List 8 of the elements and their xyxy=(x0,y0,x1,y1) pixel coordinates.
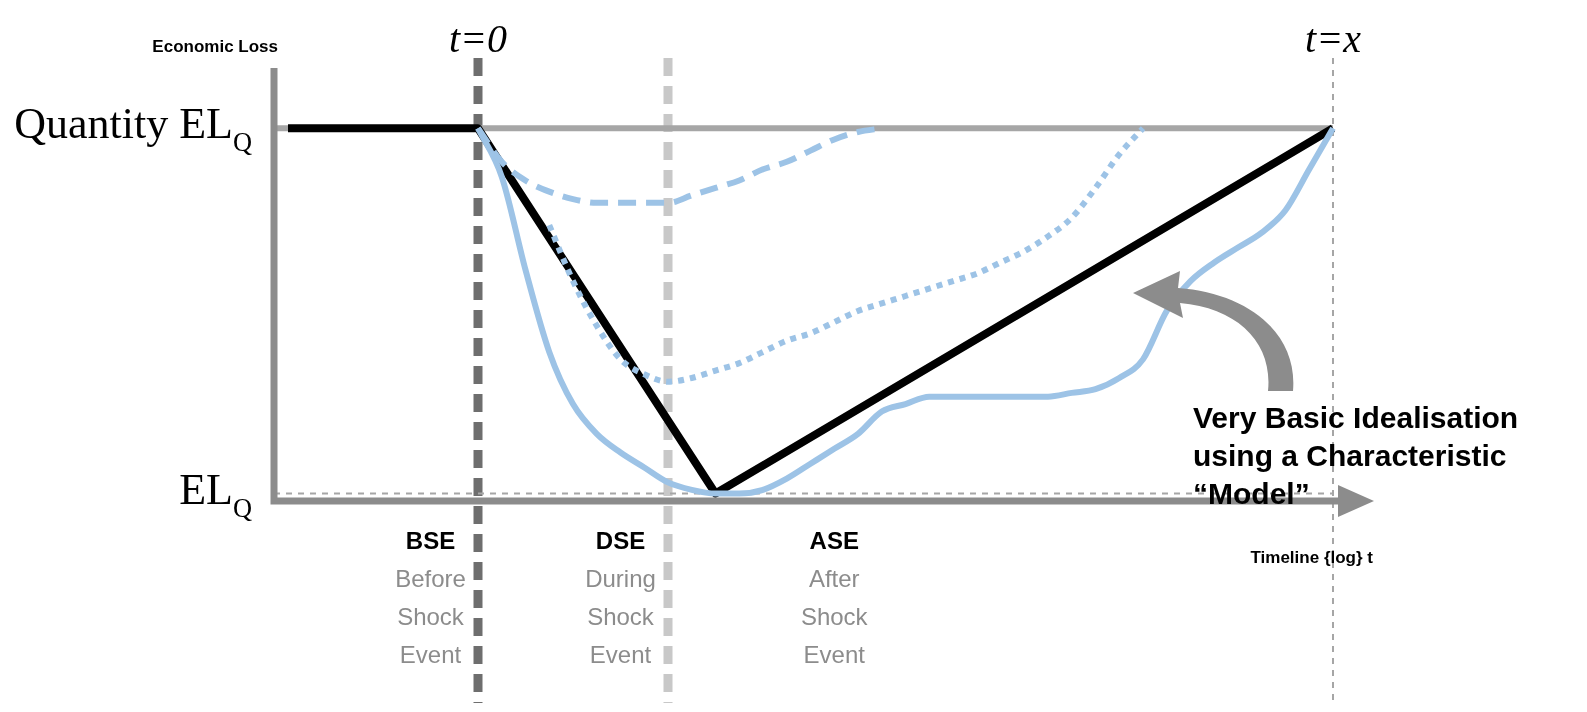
text: t=x xyxy=(1305,16,1362,61)
x-axis-title: Timeline {log} t xyxy=(1250,548,1374,567)
x-tick-label: ASE After Shock Event xyxy=(800,527,869,668)
annotation: Very Basic Idealisation using a Characteristic “Model” xyxy=(1193,401,1519,510)
text: t=0 xyxy=(448,16,508,61)
x-tick-label: BSE Before Shock Event xyxy=(395,527,466,668)
y-axis-title: Economic Loss xyxy=(152,37,278,56)
x-tick-label: DSE During Shock Event xyxy=(585,527,656,668)
